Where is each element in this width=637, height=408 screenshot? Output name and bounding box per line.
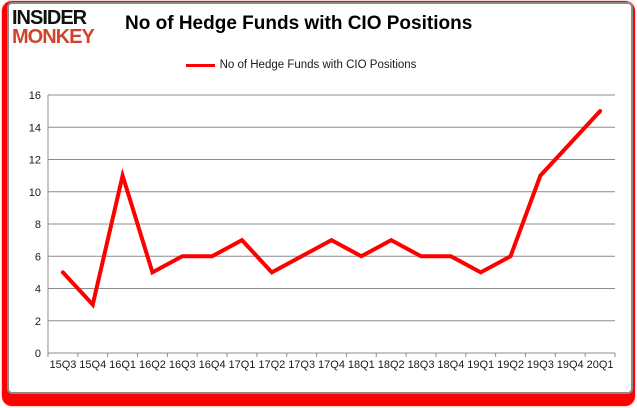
y-tick-label: 4 — [35, 284, 41, 296]
y-tick-label: 0 — [35, 348, 41, 360]
x-tick-label: 16Q3 — [169, 359, 196, 371]
y-tick-label: 16 — [29, 90, 41, 102]
x-tick-label: 19Q2 — [497, 359, 524, 371]
y-tick-label: 10 — [29, 187, 41, 199]
chart-title: No of Hedge Funds with CIO Positions — [125, 13, 473, 34]
y-tick-label: 2 — [35, 316, 41, 328]
legend-line-marker — [185, 63, 215, 67]
x-tick-label: 17Q4 — [318, 359, 345, 371]
y-tick-label: 12 — [29, 155, 41, 167]
logo-text-insider: INSIDER — [12, 7, 87, 29]
y-tick-label: 8 — [35, 219, 41, 231]
x-tick-label: 17Q2 — [258, 359, 285, 371]
x-tick-label: 18Q2 — [378, 359, 405, 371]
legend-label: No of Hedge Funds with CIO Positions — [219, 59, 417, 71]
chart-card-inner: INSIDER MONKEY No of Hedge Funds with CI… — [9, 4, 631, 392]
x-tick-label: 19Q1 — [467, 359, 494, 371]
x-tick-label: 16Q4 — [199, 359, 226, 371]
series-line — [60, 109, 603, 309]
x-tick-label: 19Q4 — [557, 359, 584, 371]
insider-monkey-logo: INSIDER MONKEY — [12, 7, 95, 48]
x-tick-label: 18Q1 — [348, 359, 375, 371]
y-tick-label: 6 — [35, 251, 41, 263]
x-tick-label: 15Q3 — [49, 359, 76, 371]
x-tick-label: 17Q3 — [288, 359, 315, 371]
x-tick-label: 18Q4 — [437, 359, 464, 371]
y-tick-label: 14 — [29, 122, 41, 134]
x-tick-label: 15Q4 — [79, 359, 106, 371]
chart-card: INSIDER MONKEY No of Hedge Funds with CI… — [7, 2, 633, 394]
x-tick-label: 16Q1 — [109, 359, 136, 371]
x-tick-label: 17Q1 — [229, 359, 256, 371]
x-tick-label: 19Q3 — [527, 359, 554, 371]
x-tick-label: 20Q1 — [587, 359, 614, 371]
x-tick-label: 18Q3 — [408, 359, 435, 371]
logo-text-monkey: MONKEY — [12, 26, 95, 48]
x-tick-label: 16Q2 — [139, 359, 166, 371]
legend: No of Hedge Funds with CIO Positions — [9, 59, 631, 71]
